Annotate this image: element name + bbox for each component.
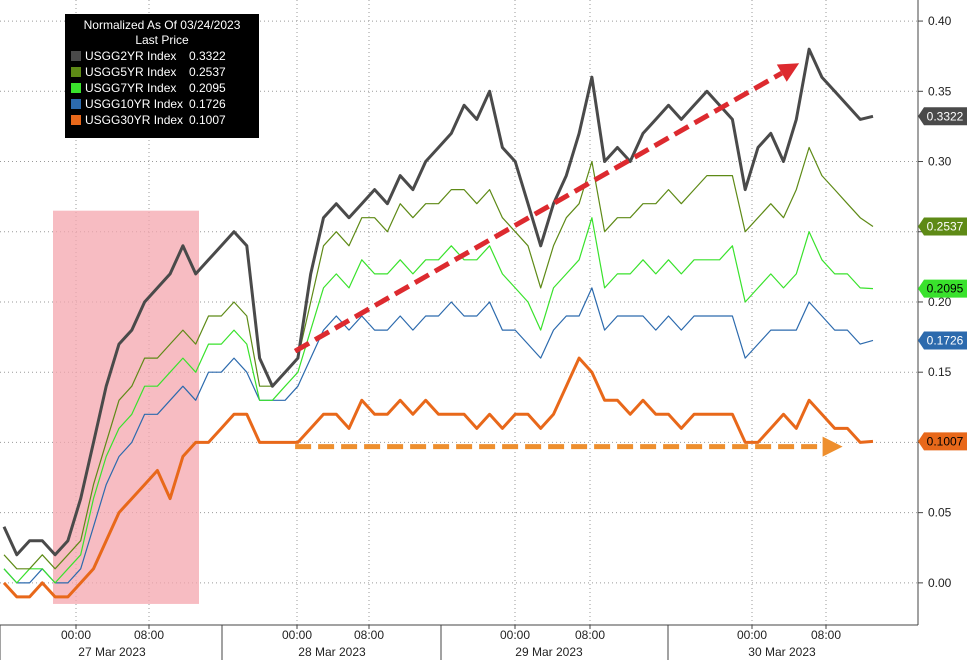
last-value-tag-bg (918, 331, 967, 350)
last-value-tag-2: 0.2095 (918, 279, 967, 298)
legend-series-value: 0.2095 (189, 81, 226, 95)
series-line-4 (2, 356, 874, 599)
y-tick-label: 0.30 (928, 155, 952, 169)
series-lines (2, 47, 874, 599)
legend-swatch (71, 115, 81, 125)
legend-series-name: USGG30YR Index (85, 113, 184, 127)
series-line-2 (3, 217, 874, 584)
last-value-labels: 0.3322 0.2537 0.2095 0.1726 0.1007 (918, 107, 967, 451)
annotation-arrows (293, 63, 843, 457)
arrow-head-1 (822, 436, 843, 457)
series-line-1 (3, 146, 874, 570)
x-tick-label: 08:00 (575, 628, 605, 642)
last-value-text: 0.2095 (927, 282, 964, 296)
last-value-tag-1: 0.2537 (918, 217, 967, 236)
arrow-head-0 (776, 63, 800, 82)
y-tick-label: 0.40 (928, 14, 952, 28)
legend-entry-5yr: USGG5YR Index 0.2537 (71, 64, 253, 80)
last-value-tag-4: 0.1007 (918, 432, 967, 451)
legend: Normalized As Of 03/24/2023 Last Price U… (65, 14, 259, 138)
y-tick-label: 0.00 (928, 576, 952, 590)
series-line-3 (3, 287, 874, 584)
last-value-text: 0.1726 (927, 333, 964, 347)
legend-entry-7yr: USGG7YR Index 0.2095 (71, 80, 253, 96)
y-tick-label: 0.20 (928, 295, 952, 309)
last-value-tag-bg (918, 217, 967, 236)
legend-entry-10yr: USGG10YR Index 0.1726 (71, 96, 253, 112)
x-tick-label: 00:00 (500, 628, 530, 642)
last-value-tag-bg (918, 279, 967, 298)
legend-swatch (71, 51, 81, 61)
x-date-label: 29 Mar 2023 (515, 645, 583, 659)
y-tick-label: 0.35 (928, 84, 952, 98)
legend-series-name: USGG5YR Index (85, 65, 177, 79)
y-tick-label: 0.05 (928, 506, 952, 520)
x-date-label: 27 Mar 2023 (78, 645, 146, 659)
legend-series-name: USGG7YR Index (85, 81, 177, 95)
x-tick-label: 08:00 (811, 628, 841, 642)
last-value-tag-bg (918, 107, 967, 126)
x-tick-label: 08:00 (354, 628, 384, 642)
x-tick-label: 08:00 (134, 628, 164, 642)
last-value-text: 0.2537 (927, 220, 964, 234)
legend-swatch (71, 99, 81, 109)
x-date-label: 30 Mar 2023 (748, 645, 816, 659)
legend-subtitle: Last Price (135, 33, 189, 47)
legend-entry-30yr: USGG30YR Index 0.1007 (71, 112, 253, 128)
last-value-tag-0: 0.3322 (918, 107, 967, 126)
legend-series-value: 0.2537 (189, 65, 226, 79)
legend-swatch (71, 83, 81, 93)
last-value-tag-bg (918, 432, 967, 451)
legend-series-value: 0.3322 (189, 49, 226, 63)
y-tick-label: 0.15 (928, 365, 952, 379)
legend-series-value: 0.1007 (189, 113, 226, 127)
x-tick-label: 00:00 (61, 628, 91, 642)
arrow-shaft-0 (293, 70, 784, 354)
legend-entry-2yr: USGG2YR Index 0.3322 (71, 48, 253, 64)
last-value-text: 0.1007 (927, 434, 964, 448)
last-value-tag-3: 0.1726 (918, 331, 967, 350)
legend-series-value: 0.1726 (189, 97, 226, 111)
x-tick-label: 00:00 (737, 628, 767, 642)
legend-swatch (71, 67, 81, 77)
legend-title: Normalized As Of 03/24/2023 (83, 18, 241, 32)
x-tick-label: 00:00 (282, 628, 312, 642)
legend-series-name: USGG2YR Index (85, 49, 177, 63)
legend-series-name: USGG10YR Index (85, 97, 184, 111)
series-line-0 (2, 47, 874, 557)
highlight-region (53, 210, 199, 604)
last-value-text: 0.3322 (927, 109, 964, 123)
x-date-label: 28 Mar 2023 (298, 645, 366, 659)
